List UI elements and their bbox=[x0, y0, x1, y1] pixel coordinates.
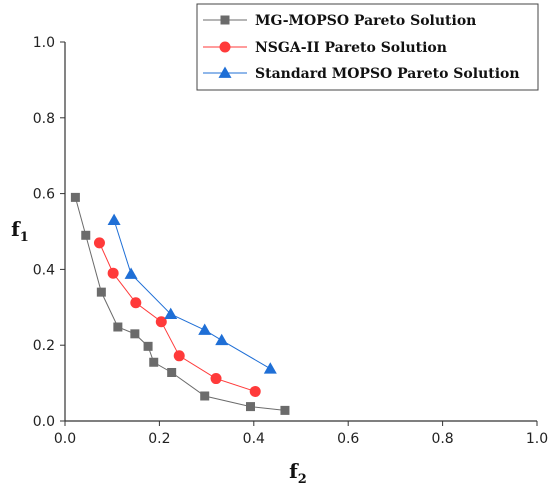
legend-label: Standard MOPSO Pareto Solution bbox=[255, 66, 520, 82]
data-point-square bbox=[81, 230, 91, 240]
y-tick-label: 0.0 bbox=[33, 414, 55, 430]
data-point-circle bbox=[155, 316, 167, 328]
data-point-triangle bbox=[218, 66, 232, 78]
series-standard-mopso-pareto-solution bbox=[107, 213, 277, 374]
data-point-circle bbox=[219, 41, 231, 53]
data-point-square bbox=[143, 341, 153, 351]
x-tick-label: 0.4 bbox=[243, 431, 265, 447]
legend-label: NSGA-II Pareto Solution bbox=[255, 40, 447, 56]
series-line bbox=[113, 219, 271, 370]
x-tick-label: 0.6 bbox=[337, 431, 359, 447]
legend-entry: NSGA-II Pareto Solution bbox=[203, 40, 447, 56]
axes bbox=[64, 42, 537, 422]
y-tick-label: 0.2 bbox=[33, 338, 55, 354]
data-point-circle bbox=[130, 297, 142, 309]
data-point-square bbox=[280, 405, 290, 415]
y-tick-label: 0.8 bbox=[33, 111, 55, 127]
x-tick-label: 0.0 bbox=[54, 431, 76, 447]
legend: MG-MOPSO Pareto Solution NSGA-II Pareto S… bbox=[196, 3, 539, 91]
data-point-triangle bbox=[198, 323, 212, 335]
data-point-triangle bbox=[107, 213, 121, 226]
x-tick-label: 0.2 bbox=[148, 431, 170, 447]
legend-entry: Standard MOPSO Pareto Solution bbox=[203, 66, 520, 82]
data-point-square bbox=[70, 192, 80, 202]
y-axis-title: f1 bbox=[11, 217, 29, 245]
data-point-triangle bbox=[164, 307, 178, 319]
data-point-triangle bbox=[215, 333, 229, 346]
data-point-square bbox=[113, 322, 123, 332]
legend-box bbox=[196, 3, 539, 91]
data-point-square bbox=[167, 367, 177, 377]
series-nsga-ii-pareto-solution bbox=[93, 237, 261, 397]
data-point-square bbox=[96, 287, 106, 297]
data-point-circle bbox=[173, 350, 185, 362]
data-point-triangle bbox=[124, 267, 138, 279]
y-tick-label: 1.0 bbox=[33, 35, 55, 51]
data-point-square bbox=[220, 15, 230, 25]
x-axis-title: f2 bbox=[289, 459, 307, 487]
data-point-triangle bbox=[263, 362, 277, 374]
y-tick-label: 0.4 bbox=[33, 262, 55, 278]
series-layer bbox=[70, 192, 290, 415]
data-point-square bbox=[200, 391, 210, 401]
y-tick-label: 0.6 bbox=[33, 187, 55, 203]
data-point-square bbox=[245, 402, 255, 412]
legend-entry: MG-MOPSO Pareto Solution bbox=[203, 13, 476, 29]
data-point-square bbox=[149, 357, 159, 367]
data-point-square bbox=[130, 329, 140, 339]
series-mg-mopso-pareto-solution bbox=[70, 192, 290, 415]
x-tick-label: 0.8 bbox=[431, 431, 453, 447]
data-point-circle bbox=[249, 385, 261, 397]
series-line bbox=[74, 197, 286, 411]
ticks: 0.0 0.2 0.4 0.6 0.8 1.0 0.0 0.2 0.4 0.6 0.8 1.0 bbox=[33, 35, 548, 447]
data-point-circle bbox=[93, 237, 105, 249]
legend-label: MG-MOPSO Pareto Solution bbox=[255, 13, 476, 29]
data-point-circle bbox=[107, 267, 119, 279]
x-tick-label: 1.0 bbox=[526, 431, 548, 447]
data-point-circle bbox=[210, 373, 222, 385]
